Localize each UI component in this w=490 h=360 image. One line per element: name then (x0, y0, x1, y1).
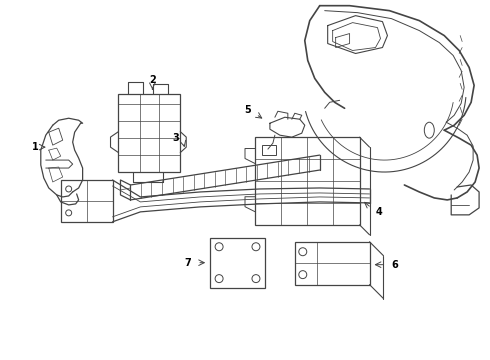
Text: 3: 3 (172, 133, 179, 143)
Bar (295, 242, 369, 285)
Text: 6: 6 (391, 260, 398, 270)
Text: 7: 7 (185, 258, 192, 268)
Bar (262, 145, 276, 155)
Bar (210, 238, 265, 288)
Bar (119, 94, 180, 172)
Text: 5: 5 (245, 105, 251, 115)
Bar (61, 180, 113, 222)
Text: 1: 1 (32, 142, 39, 152)
Text: 2: 2 (149, 75, 156, 85)
Bar (133, 172, 163, 182)
Bar (255, 137, 360, 225)
Text: 4: 4 (376, 207, 383, 217)
